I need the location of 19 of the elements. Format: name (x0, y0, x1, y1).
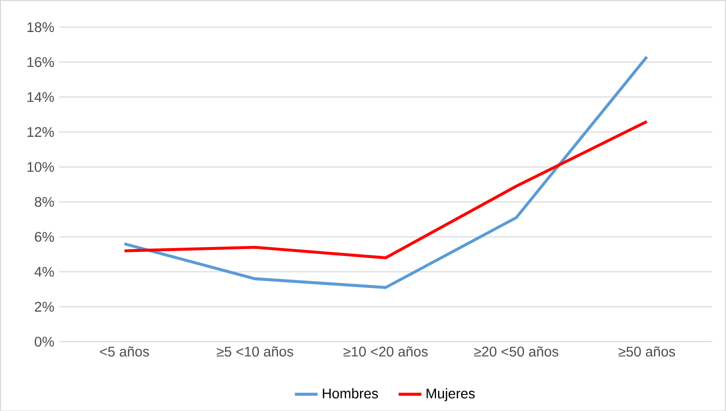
y-tick-label: 2% (34, 302, 54, 312)
x-tick-label: <5 años (100, 346, 150, 356)
line-series (122, 55, 648, 289)
y-tick-label: 16% (27, 56, 54, 67)
x-tick-label: ≥50 años (618, 346, 676, 356)
y-tick-label: 0% (34, 336, 54, 346)
y-tick-label: 12% (27, 126, 54, 137)
legend-label: Hombres (322, 388, 378, 398)
y-tick-label: 18% (27, 22, 54, 32)
y-tick-label: 6% (34, 232, 54, 242)
y-tick-label: 4% (34, 266, 54, 276)
x-tick-label: ≥20 <50 años (474, 346, 558, 356)
y-tick-label: 10% (27, 162, 54, 172)
x-tick-label: ≥5 <10 años (216, 346, 294, 356)
y-tick-label: 8% (34, 196, 54, 207)
line-series (122, 120, 648, 260)
x-tick-label: ≥10 <20 años (344, 346, 428, 356)
legend-label: Mujeres (426, 388, 475, 401)
y-tick-label: 14% (27, 92, 54, 102)
